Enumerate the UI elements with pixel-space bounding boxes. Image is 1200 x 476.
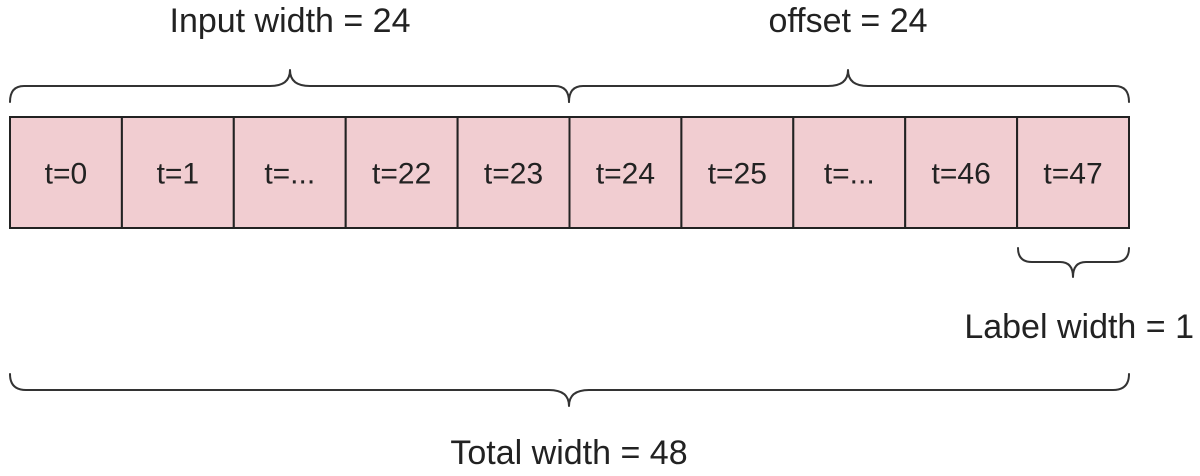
cell-label: t=1 (157, 158, 200, 191)
time-step-cells: t=0 t=1 t=... t=22 t=23 t=24 t=25 t=... t=46 t=47 (9, 116, 1130, 229)
cell-box (456, 116, 571, 229)
cell-box (904, 116, 1019, 229)
offset-label: offset = 24 (768, 2, 928, 40)
cell-label: t=24 (596, 158, 655, 191)
cell-label: t=0 (45, 158, 88, 191)
label-width-brace (1017, 247, 1130, 278)
cell-label: t=25 (708, 158, 767, 191)
cell-box (9, 116, 123, 229)
total-width-brace (9, 373, 1130, 407)
cell-box (120, 116, 235, 229)
total-width-label: Total width = 48 (450, 434, 688, 472)
cell-box (680, 116, 795, 229)
cell-label: t=... (264, 158, 315, 191)
label-width-label: Label width = 1 (964, 308, 1194, 346)
input-width-label: Input width = 24 (169, 2, 411, 40)
cell-label: t=47 (1043, 158, 1102, 191)
cell-label: t=46 (932, 158, 991, 191)
offset-brace (568, 69, 1130, 103)
cell-label: t=... (824, 158, 875, 191)
cell-box (344, 116, 459, 229)
cell-box (1016, 116, 1130, 229)
cell-box (232, 116, 347, 229)
input-width-brace (9, 69, 570, 103)
cell-label: t=23 (484, 158, 543, 191)
cell-label: t=22 (372, 158, 431, 191)
cell-box (568, 116, 683, 229)
